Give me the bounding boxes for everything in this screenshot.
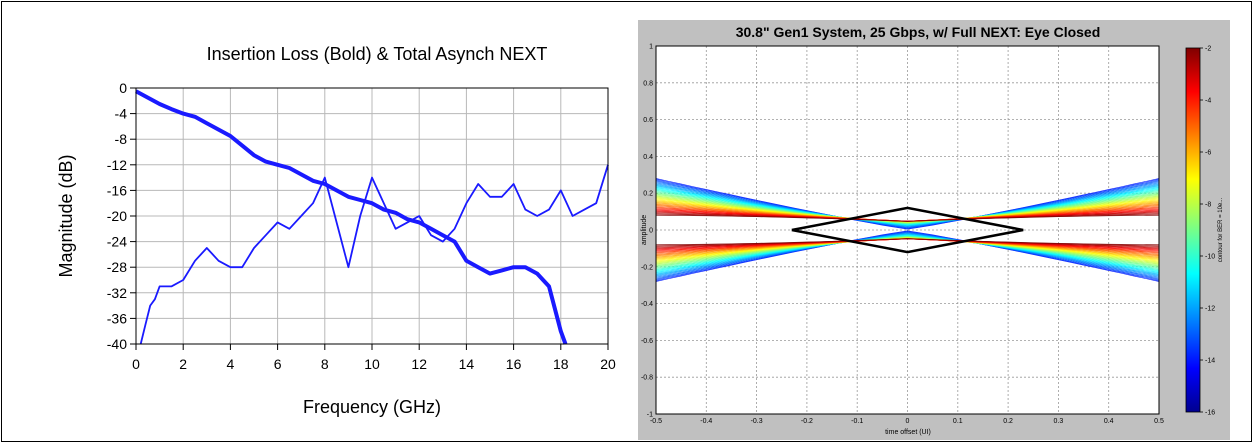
chart1-y-tick-label: -32 (107, 285, 127, 301)
chart2-y-tick-label: 0.4 (643, 154, 653, 161)
chart1-y-axis-label: Magnitude (dB) (56, 154, 76, 277)
insertion-loss-curve (135, 89, 568, 345)
chart1-y-tick-label: 0 (119, 80, 127, 96)
chart1-y-tick-label: -12 (107, 157, 127, 173)
contour-line (655, 179, 1160, 229)
contour-line (655, 185, 1160, 226)
colorbar-label: contour for BER = 10e... (1218, 197, 1224, 262)
eye-mask-diamond (791, 206, 1024, 254)
chart2-x-tick-label: 0.3 (1054, 418, 1064, 425)
eye-contour-chart: 30.8" Gen1 System, 25 Gbps, w/ Full NEXT… (638, 20, 1230, 440)
chart1-x-tick-label: 2 (179, 356, 187, 372)
contour-line (655, 234, 1160, 274)
contour-line (655, 186, 1160, 226)
chart1-series (135, 89, 609, 345)
contour-line (655, 234, 1160, 275)
chart1-y-tick-label: -24 (107, 234, 127, 250)
contour-line (655, 233, 1160, 277)
contour-line (655, 232, 1160, 278)
chart2-x-axis-label: time offset (UI) (885, 429, 931, 436)
chart2-x-tick-label: 0.4 (1104, 418, 1114, 425)
colorbar-tick-label: -8 (1205, 202, 1211, 209)
chart1-x-tick-label: 16 (506, 356, 522, 372)
chart1-x-tick-label: 18 (553, 356, 569, 372)
chart2-y-tick-label: -0.6 (641, 338, 653, 345)
contour-line (655, 180, 1160, 228)
chart2-plot-frame (655, 45, 1160, 415)
chart1-x-tick-label: 8 (321, 356, 329, 372)
chart2-x-tick-label: -0.3 (751, 418, 763, 425)
contour-line (655, 182, 1160, 228)
next-curve (139, 164, 609, 345)
colorbar-tick-label: -12 (1205, 306, 1215, 313)
chart2-y-tick-label: 0.6 (643, 117, 653, 124)
chart1-x-tick-label: 0 (132, 356, 140, 372)
chart2-y-axis-label: amplitude (641, 215, 648, 245)
chart1-y-tick-label: -4 (115, 106, 128, 122)
chart1-y-tick-label: -16 (107, 182, 127, 198)
contour-line (655, 214, 1160, 222)
chart1-x-tick-label: 10 (364, 356, 380, 372)
chart2-x-tick-label: -0.2 (801, 418, 813, 425)
contour-line (655, 183, 1160, 227)
colorbar-tick-label: -2 (1205, 46, 1211, 53)
chart2-eye-mask (791, 206, 1024, 254)
chart2-y-tick-label: 0 (649, 228, 653, 235)
chart2-y-tick-label: -0.8 (641, 375, 653, 382)
contour-line (655, 238, 1160, 246)
colorbar-tick-label: -4 (1205, 98, 1211, 105)
chart1-title: Insertion Loss (Bold) & Total Asynch NEX… (207, 44, 548, 64)
chart2-y-tick-label: 0.8 (643, 80, 653, 87)
chart1-y-tick-label: -20 (107, 208, 127, 224)
chart1-x-axis-label: Frequency (GHz) (303, 397, 441, 417)
chart2-y-tick-label: 1 (649, 44, 653, 51)
chart2-x-tick-label: -0.4 (700, 418, 712, 425)
colorbar-tick-label: -16 (1205, 410, 1215, 417)
insertion-loss-chart: Insertion Loss (Bold) & Total Asynch NEX… (56, 44, 616, 417)
chart1-y-tick-label: -36 (107, 310, 127, 326)
colorbar (1185, 47, 1201, 413)
chart2-x-tick-label: -0.1 (851, 418, 863, 425)
contour-line (655, 230, 1160, 282)
chart2-title: 30.8" Gen1 System, 25 Gbps, w/ Full NEXT… (736, 24, 1101, 40)
chart1-ticks: 0 2 4 6 8 10 12 14 16 18 20 0 -4 -8 -12 -16 -20 -24 -28 -32… (107, 80, 616, 372)
contour-line (655, 232, 1160, 280)
contour-line (655, 231, 1160, 280)
chart2-ticks: -0.5 -0.4 -0.3 -0.2 -0.1 0 0.1 0.2 0.3 0.4 0.5 1 0.8… (641, 44, 1164, 426)
contour-line (655, 231, 1160, 281)
chart1-x-tick-label: 14 (459, 356, 475, 372)
colorbar-tick-label: -6 (1205, 150, 1211, 157)
chart1-y-tick-label: -28 (107, 259, 127, 275)
colorbar-ticks: -2 -4 -6 -8 -10 -12 -14 -16 (1200, 46, 1215, 417)
contour-line (655, 232, 1160, 279)
chart2-y-tick-label: -1 (647, 412, 653, 419)
chart2-y-tick-label: -0.2 (641, 264, 653, 271)
chart2-x-tick-label: 0.5 (1154, 418, 1164, 425)
chart1-y-tick-label: -8 (115, 131, 128, 147)
chart1-x-tick-label: 6 (274, 356, 282, 372)
contour-line (655, 180, 1160, 229)
chart2-y-tick-label: 0.2 (643, 191, 653, 198)
contour-line (655, 178, 1160, 230)
chart1-x-tick-label: 20 (600, 356, 616, 372)
chart2-x-tick-label: 0.1 (953, 418, 963, 425)
chart2-x-tick-label: 0 (906, 418, 910, 425)
chart1-x-tick-label: 4 (227, 356, 235, 372)
chart2-x-tick-label: -0.5 (650, 418, 662, 425)
colorbar-tick-label: -10 (1205, 254, 1215, 261)
chart1-y-tick-label: -40 (107, 336, 127, 352)
contour-line (655, 181, 1160, 228)
chart2-y-tick-label: -0.4 (641, 301, 653, 308)
chart2-x-tick-label: 0.2 (1003, 418, 1013, 425)
chart2-contours (655, 178, 1160, 282)
chart1-x-tick-label: 12 (411, 356, 427, 372)
colorbar-tick-label: -14 (1205, 358, 1215, 365)
